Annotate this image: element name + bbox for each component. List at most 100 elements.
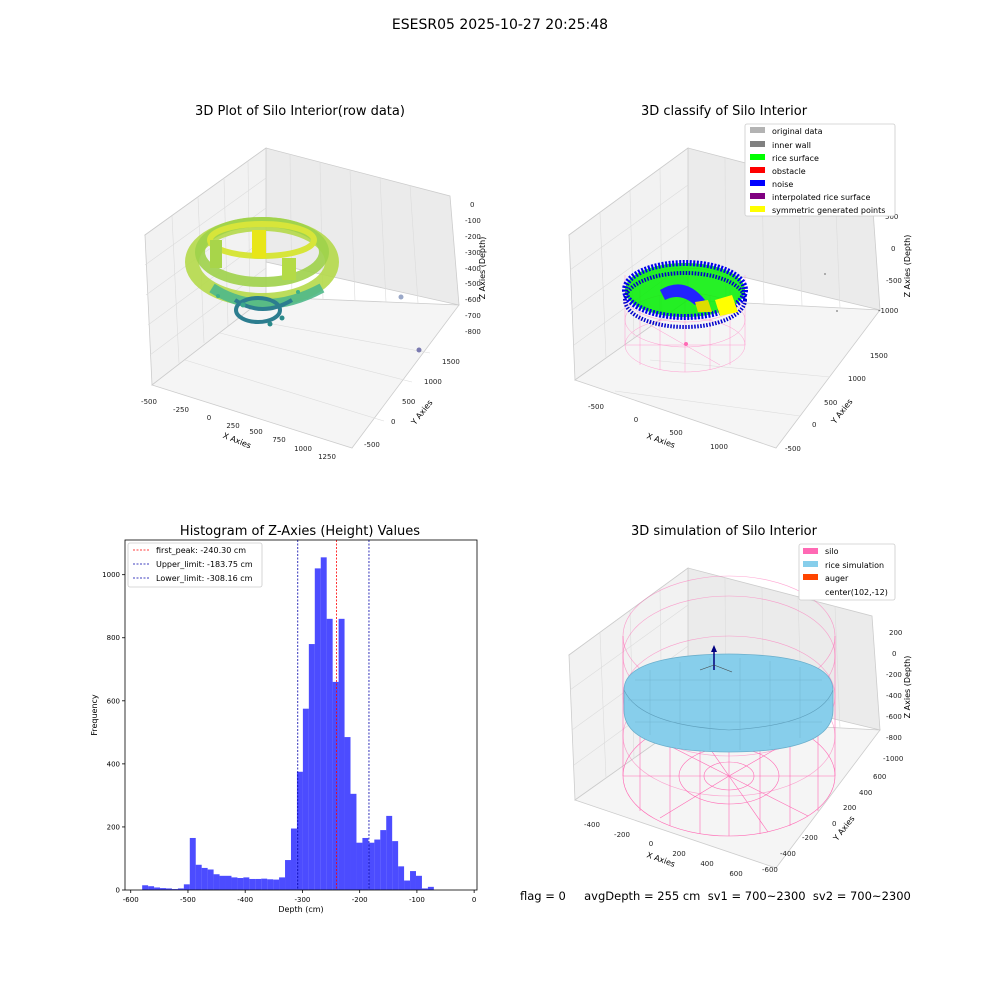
histogram-bar [165,888,172,890]
raw-xlabel: X Axies [222,431,253,450]
classify-3d-plot: -500 0 500 1000 -500 0 500 1000 1500 500… [568,123,912,453]
simulation-rice-surface [623,653,834,753]
raw-ztick: -300 [465,249,481,257]
raw-ytick: 0 [391,418,395,426]
histogram-bar [380,830,387,890]
histogram-bar [332,681,339,890]
simulation-ztick: 0 [892,650,896,658]
histogram-bar [237,878,244,890]
histogram-bar [350,793,357,890]
legend-label: first_peak: -240.30 cm [156,546,246,555]
histogram-bar [154,887,161,890]
raw-xtick: 750 [272,436,285,444]
simulation-plot-title: 3D simulation of Silo Interior [631,524,817,539]
simulation-xtick: -400 [584,821,600,829]
histogram-xtick-label: -100 [409,896,425,904]
histogram-bar [219,875,226,890]
histogram-bar [279,877,286,890]
legend-label: interpolated rice surface [772,193,870,202]
histogram-bar [267,879,274,890]
histogram-bar [392,841,399,890]
histogram-legend: first_peak: -240.30 cm Upper_limit: -183… [127,542,263,588]
legend-swatch-auger [803,574,818,580]
histogram-bar [142,885,149,890]
simulation-ztick: -800 [886,734,902,742]
classify-ytick: 0 [812,421,816,429]
histogram-bar [273,879,280,890]
simulation-xtick: 400 [700,860,713,868]
raw-ytick: 500 [402,398,415,406]
legend-swatch-symmetric-generated-points [750,206,765,212]
histogram-bar [368,842,375,890]
histogram-xlabel: Depth (cm) [278,905,323,914]
histogram-ytick-label: 800 [107,634,120,642]
simulation-xtick: -200 [614,831,630,839]
simulation-ztick: -200 [886,671,902,679]
raw-ytick: -500 [364,441,380,449]
status-footer: flag = 0 avgDepth = 255 cm sv1 = 700~230… [520,889,911,903]
histogram-bar [231,877,238,890]
histogram-bar [338,618,345,890]
histogram-bar [302,708,309,890]
histogram-bar [362,837,369,890]
raw-ztick: -600 [465,296,481,304]
legend-label: silo [825,547,839,556]
raw-point-cloud [185,217,422,353]
histogram-bar [296,771,303,890]
classify-xtick: -500 [588,403,604,411]
classify-ytick: 1500 [870,352,888,360]
histogram-bar [177,888,184,890]
histogram-xtick-label: -400 [237,896,253,904]
raw-xtick: 250 [226,422,239,430]
simulation-ztick: -600 [886,713,902,721]
histogram-xtick-label: 0 [472,896,476,904]
histogram-bar [189,837,196,890]
legend-swatch-original-data [750,127,765,133]
histogram-bar [326,618,333,890]
classify-xtick: 0 [634,416,638,424]
classify-axes-box [568,147,881,449]
histogram-bar [261,878,268,890]
legend-swatch-inner-wall [750,141,765,147]
simulation-auger-icon [699,645,733,673]
histogram-bar [213,874,220,890]
histogram-xtick-label: -600 [123,896,139,904]
classify-xtick: 500 [669,429,682,437]
simulation-ztick: -1000 [883,755,903,763]
histogram-bar [183,884,190,890]
simulation-3d-plot: -400 -200 0 200 400 600 -600 -400 -200 0… [568,543,912,878]
legend-label: noise [772,180,793,189]
histogram-bar [201,867,208,890]
histogram-bar [320,557,327,890]
raw-xtick: 0 [207,414,211,422]
legend-label: inner wall [772,141,811,150]
histogram-bar [386,815,393,890]
simulation-zlabel: Z Axies (Depth) [903,656,912,719]
simulation-axis-ticks: -400 -200 0 200 400 600 -600 -400 -200 0… [584,629,903,878]
classify-point-cloud [622,260,838,346]
raw-ytick: 1000 [424,378,442,386]
histogram-ytick-label: 400 [107,760,120,768]
classify-axis-ticks: -500 0 500 1000 -500 0 500 1000 1500 500… [588,213,902,453]
raw-xtick: 1000 [294,445,312,453]
classify-ytick: -500 [785,445,801,453]
classify-ztick: -500 [886,277,902,285]
simulation-ytick: -600 [762,866,778,874]
classify-legend: original data inner wall rice surface ob… [744,123,896,217]
histogram-bar [171,889,178,890]
histogram-bar [195,864,202,890]
legend-swatch-interpolated-rice-surface [750,193,765,199]
simulation-ytick: 400 [859,789,872,797]
raw-ztick: -700 [465,312,481,320]
raw-ztick: -200 [465,233,481,241]
simulation-silo-wireframe [622,575,836,837]
histogram-ytick-label: 1000 [102,571,120,579]
histogram-ticks: -600 -500 -400 -300 -200 -100 0 0 200 400 600 800 10… [102,571,476,904]
histogram-title: Histogram of Z-Axies (Height) Values [179,524,421,539]
legend-label: rice surface [772,154,819,163]
histogram-vlines [297,540,370,890]
raw-ztick: -400 [465,265,481,273]
histogram-bar [160,888,166,890]
raw-ztick: 0 [470,201,474,209]
histogram-bar [356,842,363,890]
